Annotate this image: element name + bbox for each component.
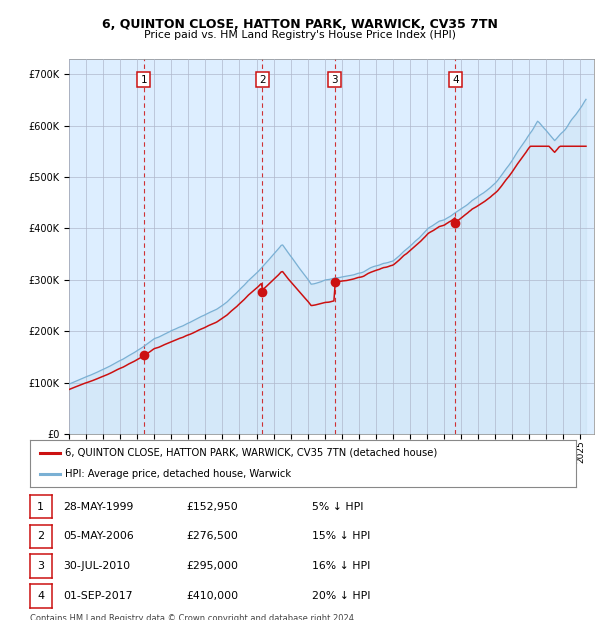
Text: 2: 2 (259, 74, 266, 84)
Text: Contains HM Land Registry data © Crown copyright and database right 2024.: Contains HM Land Registry data © Crown c… (30, 614, 356, 620)
Text: £295,000: £295,000 (186, 561, 238, 571)
Text: £410,000: £410,000 (186, 591, 238, 601)
Text: 6, QUINTON CLOSE, HATTON PARK, WARWICK, CV35 7TN (detached house): 6, QUINTON CLOSE, HATTON PARK, WARWICK, … (65, 448, 438, 458)
Text: 30-JUL-2010: 30-JUL-2010 (63, 561, 130, 571)
Text: 1: 1 (140, 74, 147, 84)
Text: 3: 3 (37, 561, 44, 571)
Text: 16% ↓ HPI: 16% ↓ HPI (312, 561, 370, 571)
Text: 1: 1 (37, 502, 44, 512)
Text: 05-MAY-2006: 05-MAY-2006 (63, 531, 134, 541)
Text: 2: 2 (37, 531, 44, 541)
Text: 15% ↓ HPI: 15% ↓ HPI (312, 531, 370, 541)
Text: HPI: Average price, detached house, Warwick: HPI: Average price, detached house, Warw… (65, 469, 292, 479)
Text: 01-SEP-2017: 01-SEP-2017 (63, 591, 133, 601)
Text: 4: 4 (452, 74, 459, 84)
Text: 20% ↓ HPI: 20% ↓ HPI (312, 591, 371, 601)
Text: £276,500: £276,500 (186, 531, 238, 541)
Text: 5% ↓ HPI: 5% ↓ HPI (312, 502, 364, 512)
Text: Price paid vs. HM Land Registry's House Price Index (HPI): Price paid vs. HM Land Registry's House … (144, 30, 456, 40)
Text: 3: 3 (331, 74, 338, 84)
Text: 6, QUINTON CLOSE, HATTON PARK, WARWICK, CV35 7TN: 6, QUINTON CLOSE, HATTON PARK, WARWICK, … (102, 18, 498, 31)
Text: 28-MAY-1999: 28-MAY-1999 (63, 502, 133, 512)
Text: £152,950: £152,950 (186, 502, 238, 512)
Text: 4: 4 (37, 591, 44, 601)
